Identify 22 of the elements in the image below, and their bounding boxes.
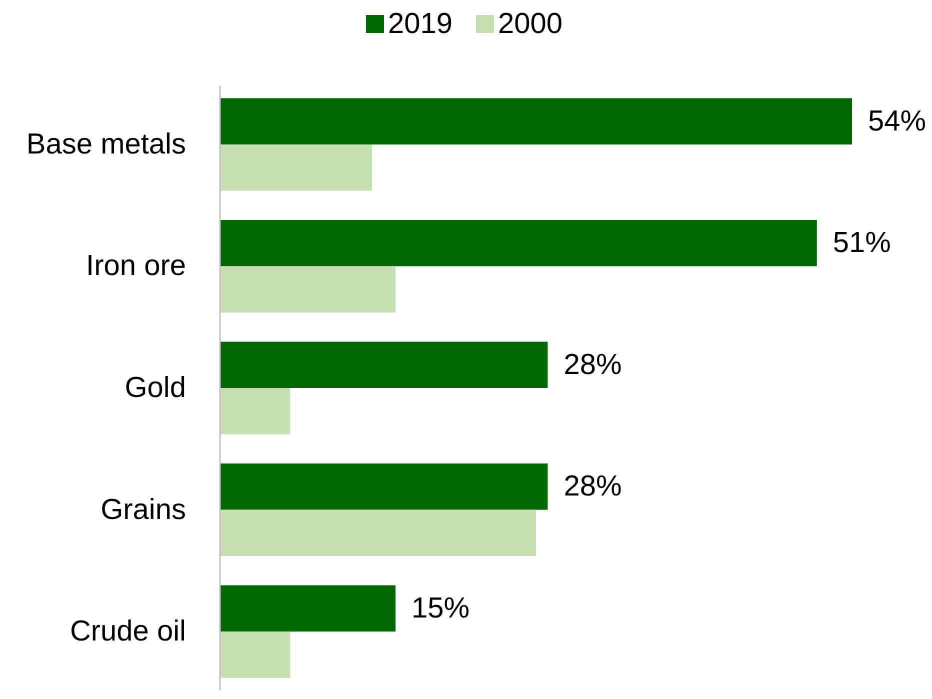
legend-label: 2019 <box>388 8 453 40</box>
bar <box>220 632 290 678</box>
bar <box>220 220 817 266</box>
bar <box>220 585 396 632</box>
bar <box>220 98 852 144</box>
y-tick-label: Iron ore <box>86 250 186 282</box>
data-label: 54% <box>868 105 926 138</box>
y-tick-label: Grains <box>100 494 186 526</box>
data-label: 28% <box>564 348 622 381</box>
bar <box>220 266 396 312</box>
data-label: 28% <box>564 470 622 503</box>
y-tick-label: Gold <box>124 372 186 404</box>
legend-label: 2000 <box>498 8 563 40</box>
data-label: 15% <box>412 592 470 624</box>
bar <box>220 342 548 388</box>
y-tick-label: Crude oil <box>70 616 186 648</box>
data-label: 51% <box>832 227 891 260</box>
bar <box>220 144 372 191</box>
y-tick-label: Base metals <box>26 128 186 160</box>
bar <box>220 464 548 510</box>
bar <box>220 510 536 556</box>
bar <box>220 388 290 434</box>
